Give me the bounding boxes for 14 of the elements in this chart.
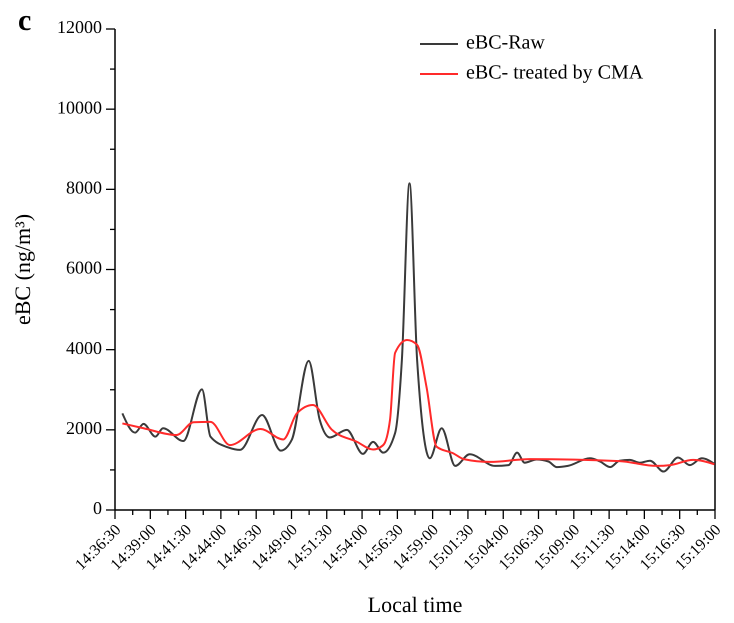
legend-label: eBC- treated by CMA [466,62,644,84]
y-tick-label: 4000 [66,338,102,358]
y-tick-label: 0 [93,498,102,518]
legend-label: eBC-Raw [466,32,546,54]
y-tick-label: 12000 [57,17,102,38]
y-tick-label: 10000 [57,97,102,118]
y-tick-label: 2000 [66,418,102,438]
x-axis-title: Local time [368,592,462,617]
y-tick-label: 8000 [66,177,102,198]
y-axis-title: eBC (ng/m³) [10,214,35,326]
y-tick-label: 6000 [66,258,102,278]
text: c [18,4,32,37]
line-series [121,182,716,473]
line-series [121,339,716,467]
